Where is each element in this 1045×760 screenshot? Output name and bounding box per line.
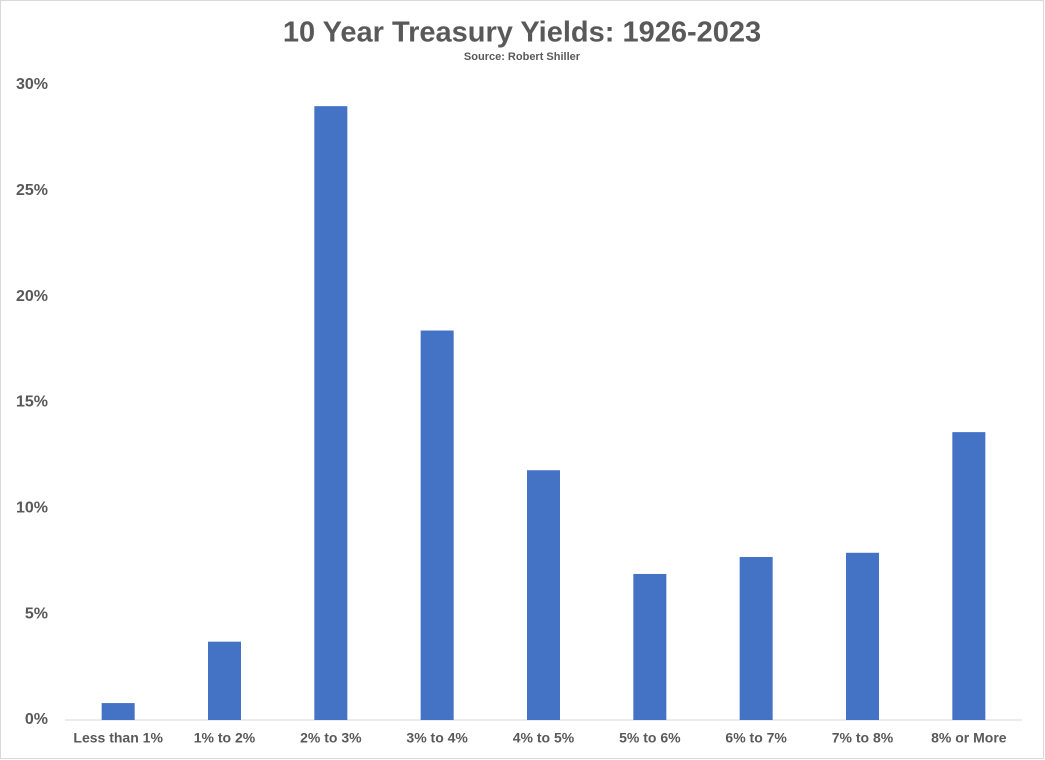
y-tick-label: 25% (16, 182, 48, 199)
x-tick-label: 2% to 3% (300, 730, 362, 746)
x-tick-label: Less than 1% (73, 730, 163, 746)
bar (101, 703, 135, 720)
x-tick-label: 6% to 7% (725, 730, 787, 746)
y-tick-label: 20% (16, 288, 48, 305)
x-tick-label: 5% to 6% (619, 730, 681, 746)
bar (420, 330, 454, 720)
bar (527, 470, 560, 720)
x-tick-label: 4% to 5% (513, 730, 575, 746)
y-tick-label: 0% (25, 711, 48, 728)
bar (314, 106, 348, 720)
x-tick-label: 1% to 2% (194, 730, 256, 746)
y-tick-label: 15% (16, 394, 48, 411)
bar (952, 432, 986, 720)
y-tick-label: 10% (16, 500, 48, 517)
bar (633, 573, 667, 720)
chart-subtitle: Source: Robert Shiller (464, 51, 581, 63)
y-tick-label: 30% (16, 76, 48, 93)
bar (208, 641, 241, 720)
bar (846, 552, 879, 720)
bar (739, 557, 773, 720)
x-tick-label: 7% to 8% (832, 730, 894, 746)
x-tick-label: 8% or More (931, 730, 1007, 746)
x-tick-label: 3% to 4% (406, 730, 468, 746)
y-tick-label: 5% (25, 605, 48, 622)
chart-title: 10 Year Treasury Yields: 1926-2023 (283, 17, 761, 49)
